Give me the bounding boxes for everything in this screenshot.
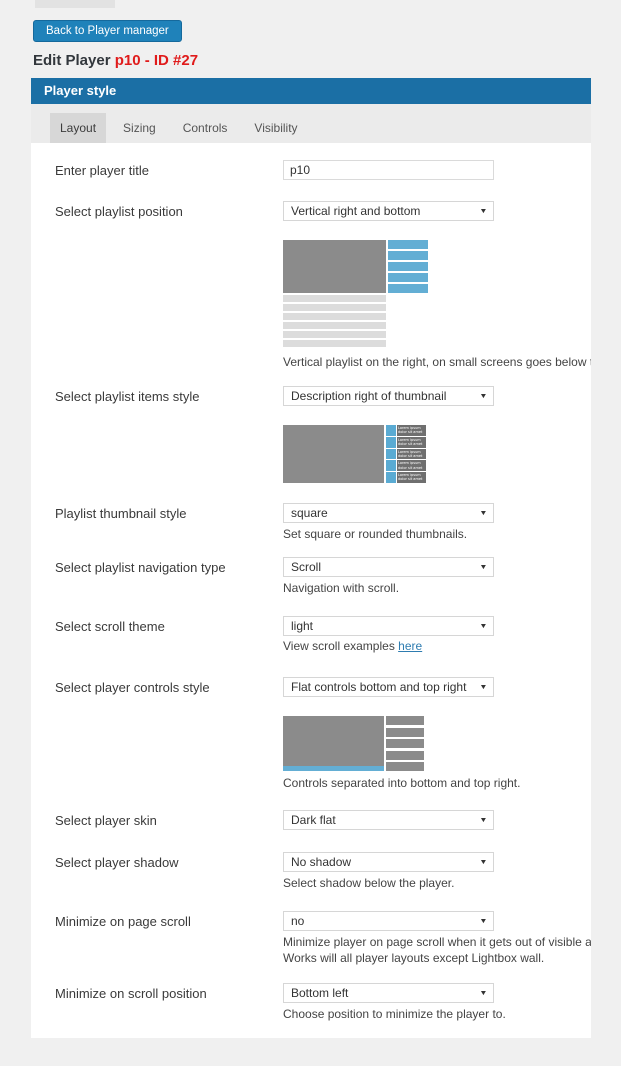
chevron-down-icon: ▼ <box>479 989 488 997</box>
player-shadow-label: Select player shadow <box>55 855 179 870</box>
panel-header: Player style <box>31 78 591 104</box>
controls-style-label: Select player controls style <box>55 680 210 695</box>
minimize-scroll-select[interactable]: no ▼ <box>283 911 494 931</box>
preview-thumb <box>386 460 396 472</box>
preview-thumb <box>386 436 396 448</box>
chevron-down-icon: ▼ <box>479 917 488 925</box>
select-value: no <box>291 914 305 928</box>
chevron-down-icon: ▼ <box>479 816 488 824</box>
preview-item-text: Lorem ipsum dolor sit amet <box>397 448 426 460</box>
page-title-prefix: Edit Player <box>33 52 115 69</box>
preview-player-area <box>283 240 386 293</box>
preview-playlist-right <box>388 240 428 293</box>
playlist-items-style-label: Select playlist items style <box>55 389 200 404</box>
scroll-theme-label: Select scroll theme <box>55 619 165 634</box>
preview-thumb <box>386 472 396 483</box>
preview-player-area <box>283 425 384 483</box>
back-to-player-manager-button[interactable]: Back to Player manager <box>33 20 182 42</box>
minimize-position-select[interactable]: Bottom left ▼ <box>283 983 494 1003</box>
chevron-down-icon: ▼ <box>479 207 488 215</box>
player-shadow-caption: Select shadow below the player. <box>283 876 455 890</box>
chevron-down-icon: ▼ <box>479 509 488 517</box>
controls-style-select[interactable]: Flat controls bottom and top right ▼ <box>283 677 494 697</box>
select-value: square <box>291 506 328 520</box>
minimize-scroll-label: Minimize on page scroll <box>55 914 191 929</box>
playlist-position-caption: Vertical playlist on the right, on small… <box>283 355 591 369</box>
minimize-scroll-caption-line1: Minimize player on page scroll when it g… <box>283 935 591 949</box>
scroll-examples-link[interactable]: here <box>398 639 423 653</box>
select-value: No shadow <box>291 855 352 869</box>
page-edge-artifact <box>35 0 115 8</box>
thumbnail-style-label: Playlist thumbnail style <box>55 506 187 521</box>
select-value: Dark flat <box>291 813 336 827</box>
scroll-theme-select[interactable]: light ▼ <box>283 616 494 636</box>
chevron-down-icon: ▼ <box>479 858 488 866</box>
select-value: Bottom left <box>291 986 349 1000</box>
page-title: Edit Player p10 - ID #27 <box>33 52 198 69</box>
scroll-theme-caption: View scroll examples here <box>283 639 422 653</box>
playlist-position-select[interactable]: Vertical right and bottom ▼ <box>283 201 494 221</box>
thumbnail-style-select[interactable]: square ▼ <box>283 503 494 523</box>
select-value: Flat controls bottom and top right <box>291 680 467 694</box>
chevron-down-icon: ▼ <box>479 622 488 630</box>
chevron-down-icon: ▼ <box>479 683 488 691</box>
preview-thumb <box>386 425 396 436</box>
controls-style-preview <box>283 716 424 771</box>
player-skin-select[interactable]: Dark flat ▼ <box>283 810 494 830</box>
navigation-type-caption: Navigation with scroll. <box>283 581 400 595</box>
playlist-items-style-preview: Lorem ipsum dolor sit amet Lorem ipsum d… <box>283 425 426 483</box>
navigation-type-label: Select playlist navigation type <box>55 560 226 575</box>
minimize-scroll-caption-line2: Works will all player layouts except Lig… <box>283 951 545 965</box>
preview-top-right-controls <box>386 716 424 771</box>
preview-thumb <box>386 448 396 460</box>
minimize-position-caption: Choose position to minimize the player t… <box>283 1007 506 1021</box>
player-shadow-select[interactable]: No shadow ▼ <box>283 852 494 872</box>
select-value: Description right of thumbnail <box>291 389 447 403</box>
playlist-position-preview <box>283 240 428 347</box>
playlist-items-style-select[interactable]: Description right of thumbnail ▼ <box>283 386 494 406</box>
preview-controls-bar <box>283 766 384 771</box>
caption-text: View scroll examples <box>283 639 399 653</box>
preview-playlist-below <box>283 295 428 347</box>
chevron-down-icon: ▼ <box>479 392 488 400</box>
page-title-player-id: p10 - ID #27 <box>114 52 199 69</box>
preview-item-text: Lorem ipsum dolor sit amet <box>397 425 426 436</box>
preview-item-text: Lorem ipsum dolor sit amet <box>397 472 426 483</box>
navigation-type-select[interactable]: Scroll ▼ <box>283 557 494 577</box>
player-title-label: Enter player title <box>55 163 149 178</box>
player-title-input[interactable] <box>283 160 494 180</box>
tab-layout[interactable]: Layout <box>50 113 107 143</box>
preview-item-text: Lorem ipsum dolor sit amet <box>397 460 426 472</box>
chevron-down-icon: ▼ <box>479 563 488 571</box>
tab-sizing[interactable]: Sizing <box>123 121 156 135</box>
select-value: light <box>291 619 314 633</box>
preview-item-text: Lorem ipsum dolor sit amet <box>397 436 426 448</box>
select-value: Vertical right and bottom <box>291 204 421 218</box>
preview-player-area <box>283 716 384 771</box>
thumbnail-style-caption: Set square or rounded thumbnails. <box>283 527 468 541</box>
player-style-panel: Player style Layout Sizing Controls Visi… <box>31 78 591 1038</box>
tab-visibility[interactable]: Visibility <box>254 121 298 135</box>
preview-items-list: Lorem ipsum dolor sit amet Lorem ipsum d… <box>386 425 426 483</box>
player-skin-label: Select player skin <box>55 813 157 828</box>
select-value: Scroll <box>291 560 322 574</box>
minimize-position-label: Minimize on scroll position <box>55 986 207 1001</box>
controls-style-caption: Controls separated into bottom and top r… <box>283 776 521 790</box>
playlist-position-label: Select playlist position <box>55 204 183 219</box>
tab-bar: Layout Sizing Controls Visibility <box>31 104 591 143</box>
tab-controls[interactable]: Controls <box>182 121 228 135</box>
